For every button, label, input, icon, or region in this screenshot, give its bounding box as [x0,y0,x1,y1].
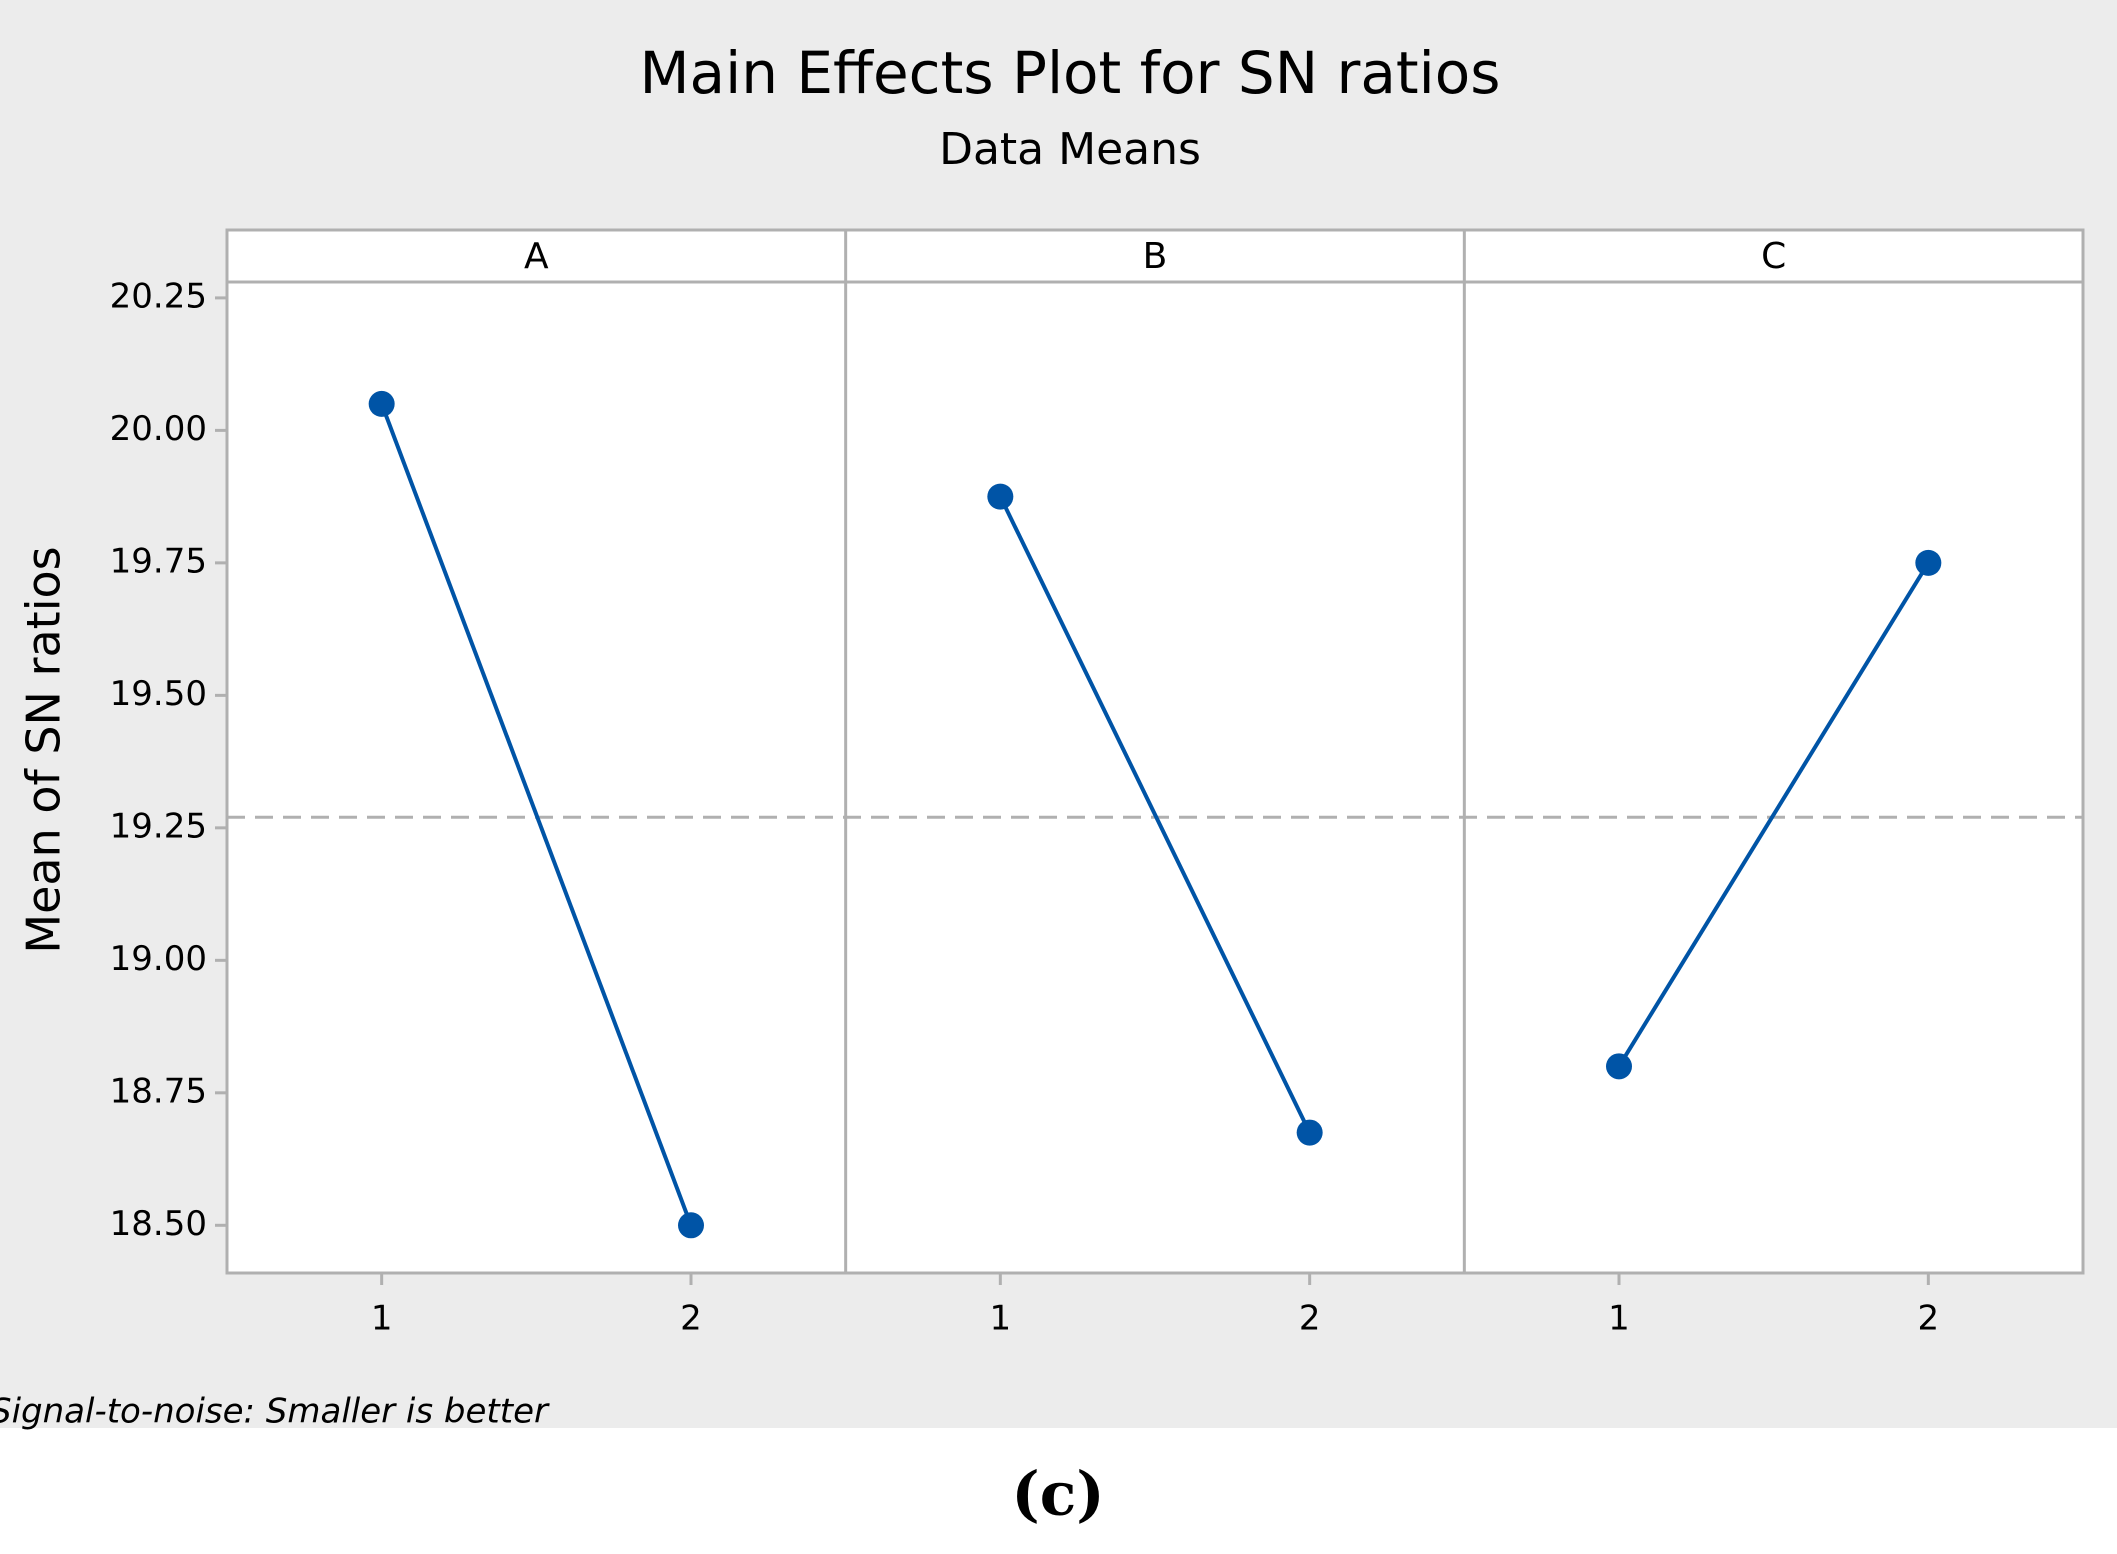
effect-line [1617,561,1931,1068]
plot-area [225,228,2085,1275]
effect-line [379,403,693,1227]
x-tick-label: 2 [1918,1299,1940,1339]
y-tick-label: 18.50 [110,1204,207,1244]
y-tick-label: 20.25 [110,276,207,316]
point [368,390,395,417]
y-tick-label: 19.75 [110,541,207,581]
x-tick-label: 2 [1299,1299,1321,1339]
point [987,483,1014,510]
x-tick-label: 1 [371,1299,393,1339]
chart-title: Main Effects Plot for SN ratios [640,39,1501,107]
point [1606,1053,1632,1080]
point [1915,549,1942,576]
x-tick-label: 1 [1608,1299,1630,1339]
effect-line [998,495,1312,1134]
point [678,1212,704,1239]
chart-subtitle: Data Means [939,124,1201,175]
panel-label: C [1761,236,1786,277]
x-tick-label: 1 [990,1299,1012,1339]
panel-label: A [524,236,549,277]
caption: (c) [1011,1460,1104,1530]
y-tick-label: 19.50 [110,674,207,714]
x-tick-label: 2 [680,1299,702,1339]
panel-label: B [1143,236,1168,277]
y-tick-label: 19.25 [110,806,207,846]
footnote: Signal-to-noise: Smaller is better [0,1392,550,1432]
point [1296,1119,1323,1146]
y-tick-label: 19.00 [110,939,207,979]
y-axis-label: Mean of SN ratios [17,546,71,953]
y-tick-label: 20.00 [110,409,207,449]
y-tick-label: 18.75 [110,1071,207,1111]
